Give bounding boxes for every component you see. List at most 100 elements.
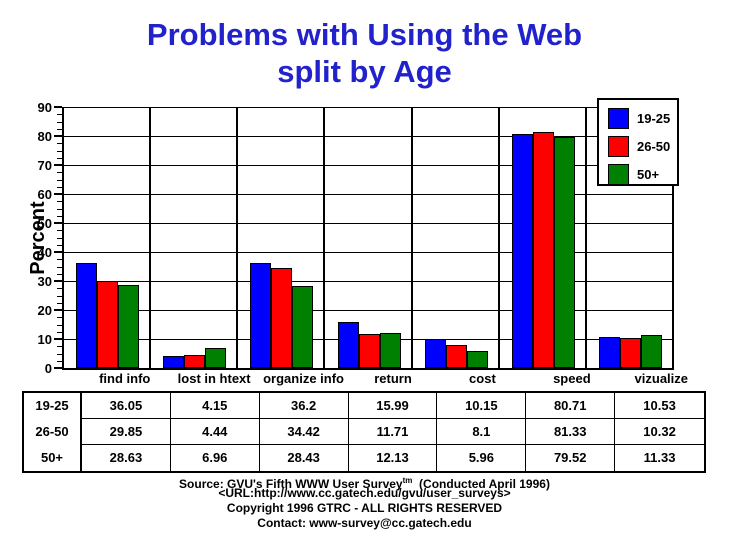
y-tick-label: 10 bbox=[37, 332, 52, 347]
bar-26-50-speed bbox=[532, 132, 554, 368]
value-cell: 10.32 bbox=[615, 419, 704, 445]
footer-source-tm: tm bbox=[402, 476, 413, 485]
y-tick-label: 70 bbox=[37, 158, 52, 173]
row-header-cell: 50+ bbox=[24, 445, 82, 471]
value-cell: 80.71 bbox=[526, 393, 616, 419]
legend: 19-25 26-50 50+ bbox=[597, 98, 679, 186]
legend-item-26-50: 26-50 bbox=[599, 136, 677, 157]
value-cell: 5.96 bbox=[437, 445, 527, 471]
value-cell: 29.85 bbox=[82, 419, 171, 445]
legend-label-19-25: 19-25 bbox=[637, 111, 671, 126]
h-gridline bbox=[64, 107, 674, 108]
value-cell: 28.63 bbox=[82, 445, 171, 471]
y-minor-tick bbox=[57, 360, 62, 362]
bar-19-25-find-info bbox=[76, 263, 98, 368]
y-tick-label: 30 bbox=[37, 274, 52, 289]
y-major-tick bbox=[54, 251, 62, 253]
category-separator-line bbox=[149, 107, 152, 368]
chart-title-line2: split by Age bbox=[277, 54, 452, 89]
value-cell: 4.44 bbox=[170, 419, 260, 445]
data-table: 19-25 36.05 4.15 36.2 15.99 10.15 80.71 10.53 26… bbox=[22, 391, 706, 473]
footer-contact: Contact: www-survey@cc.gatech.edu bbox=[257, 516, 472, 530]
bar-26-50-return bbox=[358, 334, 380, 368]
bar-19-25-vizualize bbox=[598, 337, 620, 368]
x-axis-label-cost: cost bbox=[469, 371, 496, 386]
y-major-tick bbox=[54, 338, 62, 340]
legend-item-50+: 50+ bbox=[599, 164, 677, 185]
h-gridline bbox=[64, 252, 674, 253]
y-tick-label: 60 bbox=[37, 187, 52, 202]
h-gridline bbox=[64, 194, 674, 195]
h-gridline bbox=[64, 165, 674, 166]
value-cell: 79.52 bbox=[526, 445, 616, 471]
y-minor-tick bbox=[57, 317, 62, 319]
row-header-cell: 19-25 bbox=[24, 393, 82, 419]
bar-19-25-speed bbox=[511, 133, 533, 368]
value-cell: 28.43 bbox=[260, 445, 349, 471]
bar-19-25-organize-info bbox=[250, 263, 272, 368]
y-minor-tick bbox=[57, 295, 62, 297]
value-cell: 15.99 bbox=[348, 393, 438, 419]
y-minor-tick bbox=[57, 215, 62, 217]
y-tick-label: 80 bbox=[37, 129, 52, 144]
y-major-tick bbox=[54, 135, 62, 137]
value-cell: 10.53 bbox=[615, 393, 704, 419]
x-axis-label-vizualize: vizualize bbox=[634, 371, 688, 386]
row-header-cell: 26-50 bbox=[24, 419, 82, 445]
category-separator-line bbox=[410, 107, 413, 368]
footer-copyright: Copyright 1996 GTRC - ALL RIGHTS RESERVE… bbox=[226, 501, 503, 515]
bar-19-25-cost bbox=[424, 338, 446, 368]
bar-50+-lost-in-htext bbox=[205, 347, 227, 368]
y-major-tick bbox=[54, 164, 62, 166]
bar-50+-cost bbox=[466, 350, 488, 368]
y-major-tick bbox=[54, 309, 62, 311]
category-separator-line bbox=[497, 107, 500, 368]
x-axis-label-return: return bbox=[374, 371, 412, 386]
x-axis-label-find-info: find info bbox=[99, 371, 151, 386]
bar-26-50-cost bbox=[445, 344, 467, 368]
plot-area bbox=[62, 107, 674, 370]
y-minor-tick bbox=[57, 201, 62, 203]
y-tick-label: 40 bbox=[37, 245, 52, 260]
y-minor-tick bbox=[57, 302, 62, 304]
h-gridline bbox=[64, 310, 674, 311]
footer-source-text: Source: GVU's Fifth WWW User Survey bbox=[179, 477, 403, 491]
y-minor-tick bbox=[57, 244, 62, 246]
value-cell: 6.96 bbox=[171, 445, 260, 471]
y-minor-tick bbox=[57, 150, 62, 152]
chart-title-line1: Problems with Using the Web bbox=[146, 17, 583, 52]
bar-26-50-find-info bbox=[97, 281, 119, 368]
legend-label-50+: 50+ bbox=[637, 167, 660, 182]
value-cell: 10.15 bbox=[437, 393, 527, 419]
category-separator-line bbox=[584, 107, 587, 368]
bar-50+-return bbox=[379, 332, 401, 368]
y-major-tick bbox=[54, 367, 62, 369]
h-gridline bbox=[64, 136, 674, 137]
bar-19-25-lost-in-htext bbox=[163, 355, 185, 368]
y-tick-label: 0 bbox=[44, 361, 52, 376]
category-separator-line bbox=[323, 107, 326, 368]
footer-source-date: (Conducted April 1996) bbox=[412, 477, 550, 491]
chart-title: Problems with Using the Web split by Age bbox=[0, 16, 729, 90]
y-minor-tick bbox=[57, 121, 62, 123]
x-axis-label-speed: speed bbox=[553, 371, 591, 386]
value-cell: 11.33 bbox=[643, 450, 676, 465]
value-cell: 36.05 bbox=[82, 393, 171, 419]
y-minor-tick bbox=[57, 172, 62, 174]
category-separator-line bbox=[672, 107, 674, 368]
y-minor-tick bbox=[57, 179, 62, 181]
value-cell: 8.1 bbox=[437, 419, 527, 445]
y-minor-tick bbox=[57, 128, 62, 130]
bar-26-50-vizualize bbox=[619, 338, 641, 368]
x-axis-label-organize-info: organize info bbox=[263, 371, 344, 386]
bar-50+-organize-info bbox=[292, 285, 314, 368]
bar-19-25-return bbox=[337, 321, 359, 368]
y-minor-tick bbox=[57, 266, 62, 268]
legend-label-26-50: 26-50 bbox=[637, 139, 671, 154]
category-separator-line bbox=[236, 107, 239, 368]
y-minor-tick bbox=[57, 230, 62, 232]
y-minor-tick bbox=[57, 324, 62, 326]
y-tick-label: 50 bbox=[37, 216, 52, 231]
value-cell: 12.13 bbox=[349, 445, 438, 471]
value-cell: 81.33 bbox=[526, 419, 616, 445]
